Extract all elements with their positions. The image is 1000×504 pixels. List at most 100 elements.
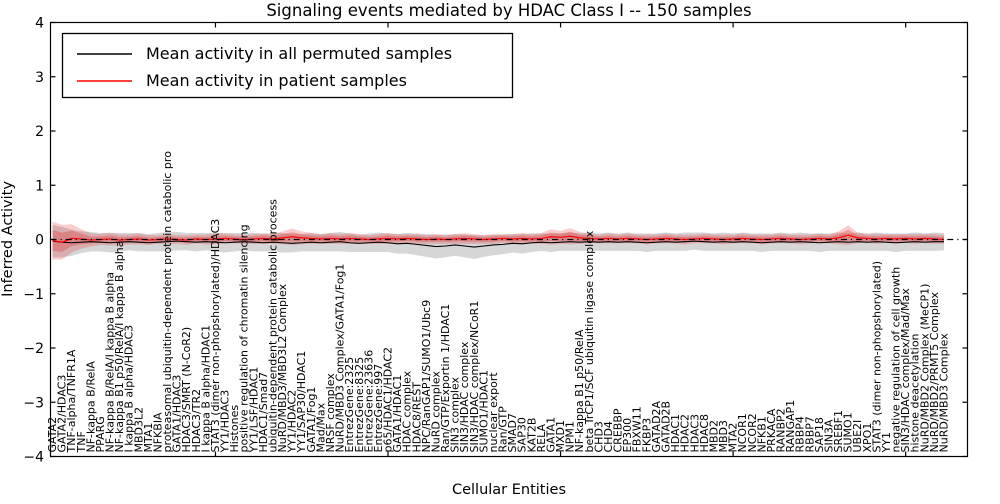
y-tick-label: −4: [23, 450, 44, 466]
x-tick-label: YY1/HDAC3: [219, 390, 232, 454]
x-tick-label: negative regulation of cell growth: [890, 267, 903, 453]
x-tick-label: HDAC1/Smad7: [257, 372, 270, 453]
x-tick-label: FBXW11: [631, 406, 644, 452]
y-tick-label: −1: [23, 287, 44, 303]
x-tick-label: RELA: [535, 424, 548, 453]
x-tick-label: positive regulation of chromatin silenci…: [238, 224, 251, 452]
patient-band-outer: [52, 221, 944, 260]
x-tick-label: UBE2I: [851, 420, 864, 453]
x-tick-label: GATAD2A: [650, 400, 663, 452]
x-tick-label: RANGAP1: [784, 400, 797, 453]
x-tick-label: HDAC8/REST: [410, 382, 423, 453]
x-tick-label: RBBP4: [794, 416, 807, 452]
x-tick-label: PRKACA: [765, 408, 778, 452]
x-tick-label: EntrezGene:8325: [353, 357, 366, 453]
patient-band-inner: [52, 229, 944, 252]
y-tick-label: 1: [35, 178, 44, 194]
legend-entry-permuted: Mean activity in all permuted samples: [146, 44, 452, 63]
x-tick-label: RANBP2: [775, 408, 788, 452]
x-tick-label: I kappa B alpha/HDAC1: [199, 325, 212, 453]
x-tick-label: EP300: [621, 418, 634, 453]
x-tick-label: SIN3/HDAC complex: [458, 341, 471, 452]
x-tick-label: SAP30: [516, 417, 529, 452]
x-tick-label: HDAC complex: [401, 370, 414, 452]
x-tick-label: SMAD7: [506, 413, 519, 452]
x-tick-label: FKBP3: [640, 418, 653, 453]
x-tick-label: MTA1: [142, 423, 155, 453]
x-tick-label: Histones: [228, 405, 241, 453]
x-tick-label: HDAC8: [698, 414, 711, 453]
legend-entry-patient: Mean activity in patient samples: [146, 71, 407, 90]
x-tick-label: EntrezGene:23636: [362, 350, 375, 453]
x-tick-label: YY1/HDAC2: [286, 390, 299, 454]
x-tick-label: NF-kappa B/RelA/I kappa B alpha: [104, 272, 117, 453]
x-tick-label: Mad/Max: [314, 402, 327, 452]
x-tick-label: MTA2: [727, 423, 740, 453]
y-axis-label: Inferred Activity: [0, 181, 16, 297]
x-tick-label: EntrezGene:997: [372, 364, 385, 453]
legend-box: Mean activity in all permuted samples Me…: [61, 32, 514, 99]
legend-frame: [61, 32, 514, 99]
x-tick-label: RBBP7: [803, 416, 816, 452]
x-tick-label: CHD4: [602, 421, 615, 452]
x-tick-label: SIN3/HDAC complex/NCoR1: [468, 301, 481, 453]
x-tick-label: ubiquitin-dependent protein catabolic pr…: [266, 199, 279, 453]
x-tick-label: NPM1: [564, 421, 577, 452]
x-tick-label: YY1: [880, 432, 893, 453]
x-tick-label: NCOR2: [746, 413, 759, 452]
permuted-band: [52, 224, 944, 260]
x-tick-label: GATA1/HDAC3: [171, 375, 184, 453]
x-tick-label: SUMO1/HDAC1: [477, 370, 490, 452]
x-tick-label: NFKB1: [755, 416, 768, 452]
uncertainty-bands: [52, 221, 944, 260]
x-tick-label: YY1/LSF/HDAC1: [247, 367, 260, 454]
x-tick-label: Ran/GTP/Exportin 1/HDAC1: [439, 304, 452, 453]
y-tick-label: 2: [35, 124, 44, 140]
y-tick-labels: 4 3 2 1 0 −1 −2 −3 −4: [23, 16, 44, 466]
chart-title: Signaling events mediated by HDAC Class …: [266, 1, 751, 20]
x-tick-label: GATA2/HDAC3: [56, 375, 69, 453]
x-tick-label: KAT2B: [525, 418, 538, 453]
x-tick-label: SIN3/HDAC complex/Mad/Max: [899, 288, 912, 453]
x-axis-label: Cellular Entities: [452, 482, 566, 498]
x-tick-label: NuRD/MBD3 Complex/GATA1/Fog1: [334, 264, 347, 453]
x-tick-labels: GATA2GATA2/HDAC3TNF-alpha/TNFR1ATNFNF-ka…: [46, 151, 951, 454]
x-tick-label: GATAD2B: [660, 401, 673, 453]
x-tick-label: NF-kappa B1 p50/RelA/I kappa B alpha: [113, 241, 126, 453]
y-tick-label: −3: [23, 395, 44, 411]
x-tick-label: CHD3: [592, 421, 605, 452]
x-tick-label: HDAC3/TR2: [190, 389, 203, 453]
x-tick-label: HDAC3: [688, 414, 701, 453]
x-tick-label: histone deacetylation: [909, 333, 922, 452]
x-tick-label: nuclear export: [487, 372, 500, 453]
x-tick-label: NRSF complex: [324, 373, 337, 453]
x-tick-label: NuRD/MBD3/MBD3L2 Complex: [276, 283, 289, 452]
x-tick-label: I kappa B alpha/HDAC3: [123, 325, 136, 453]
y-tick-label: 4: [35, 16, 44, 32]
series-lines: [50, 234, 968, 248]
x-tick-label: XPO1: [861, 423, 874, 453]
x-tick-label: SAP18: [813, 417, 826, 452]
permuted-mean-line: [52, 240, 944, 248]
x-tick-label: GATA1/Fog1: [305, 387, 318, 453]
x-tick-label: beta TrCP1/SCF ubiquitin ligase complex: [583, 230, 596, 452]
x-tick-label: MXD1: [554, 420, 567, 453]
x-tick-label: GATA2: [46, 417, 59, 453]
x-tick-label: YY1/SAP30/HDAC1: [295, 351, 308, 454]
x-tick-label: NFKBIA: [151, 412, 164, 453]
y-tick-label: 0: [35, 233, 44, 249]
x-tick-label: Ran/GTP: [497, 406, 510, 453]
x-tick-label: STAT3 (dimer non-phopshorylated)/HDAC3: [209, 219, 222, 453]
x-tick-label: MBD3L2: [132, 407, 145, 453]
x-tick-label: NuRD/MBD3 Complex: [938, 333, 951, 453]
x-tick-label: HDAC3/SMRT (N-CoR2): [180, 327, 193, 453]
x-tick-label: GATA1/HDAC1: [391, 375, 404, 453]
x-tick-label: TNF: [75, 431, 88, 453]
y-tick-label: 3: [35, 70, 44, 86]
x-tick-label: STAT3 (dimer non-phopshorylated): [870, 261, 883, 453]
x-tick-label: NF-kappa B/RelA: [84, 361, 97, 453]
x-tick-label: HDAC1: [669, 414, 682, 453]
x-tick-label: SREBF1: [832, 410, 845, 452]
